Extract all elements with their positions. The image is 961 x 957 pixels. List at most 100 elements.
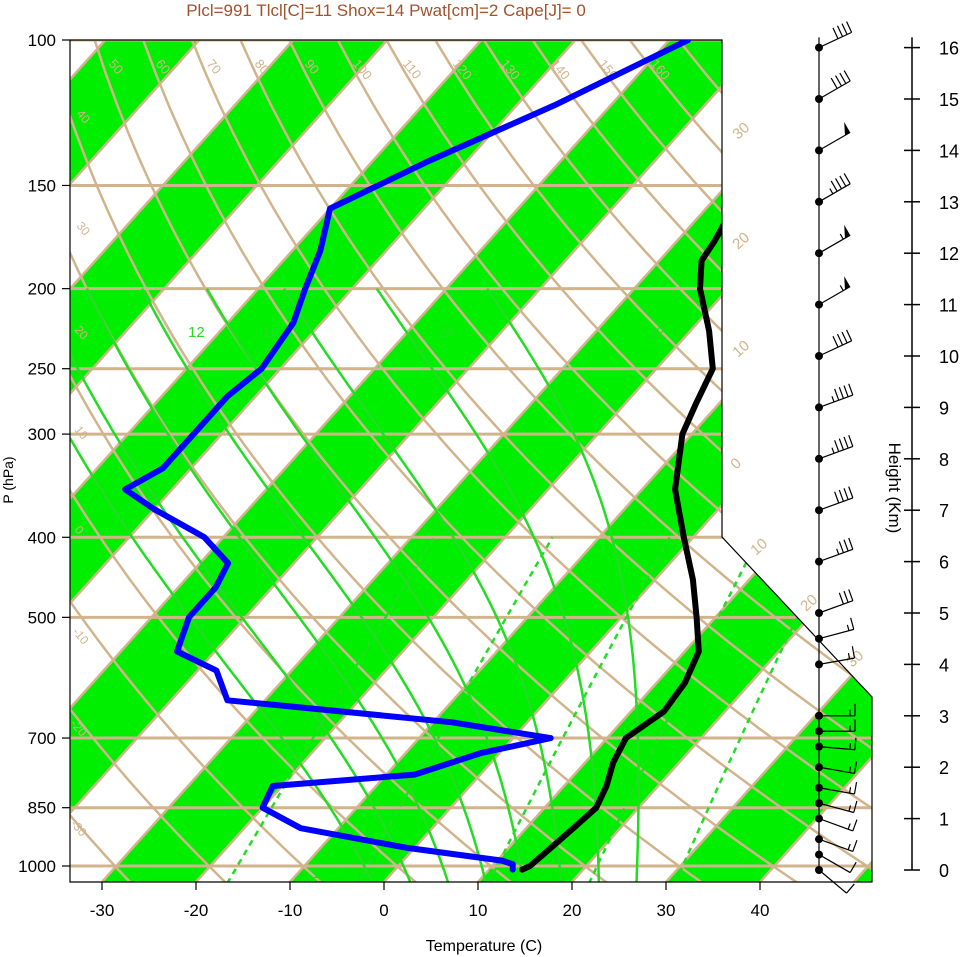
height-tick-label: 7 <box>939 501 949 521</box>
isobar-lines <box>70 40 872 868</box>
wind-barb-feather <box>834 388 840 401</box>
isotherm-band <box>290 40 872 882</box>
wind-barb-half-feather <box>847 653 851 660</box>
pressure-tick-label: 500 <box>28 608 56 627</box>
wind-barb-feather <box>848 486 854 499</box>
isotherm-line <box>70 40 389 882</box>
isotherm-line <box>571 40 872 882</box>
isotherm-line <box>665 40 872 882</box>
mixing-ratio-label: 3 <box>360 866 367 881</box>
wind-barb-feather <box>846 329 853 342</box>
wind-barb-staff <box>818 445 854 460</box>
wind-barb-feather <box>843 539 849 552</box>
temperature-tick-label: -10 <box>278 901 303 920</box>
isotherm-band <box>70 40 764 882</box>
dry-adiabat-line <box>70 40 228 882</box>
wind-barb-half-feather <box>847 843 851 850</box>
wind-barb-half-feather <box>848 766 852 773</box>
wind-barb-column <box>815 21 858 894</box>
temperature-tick-label: 30 <box>657 901 676 920</box>
dry-adiabat-line <box>70 40 419 882</box>
height-tick-label: 9 <box>939 398 949 418</box>
isotherm-line <box>70 40 483 882</box>
wind-barb-feather <box>853 761 858 774</box>
height-tick-label: 14 <box>939 141 959 161</box>
dry-adiabat-line <box>288 40 872 882</box>
isotherm-label: 10 <box>729 337 753 361</box>
pressure-tick-label: 700 <box>28 729 56 748</box>
dry-adiabat-label: 110 <box>400 56 425 82</box>
isotherm-line <box>70 40 295 882</box>
wind-barb-feather <box>848 537 854 550</box>
wind-barb-feather <box>848 435 854 447</box>
wind-barb-staff <box>818 286 851 306</box>
wind-barb-feather <box>834 178 843 190</box>
wind-barb-feather <box>843 385 849 398</box>
wind-barb-feather <box>853 800 858 813</box>
wind-barb-flag <box>844 276 851 290</box>
wind-barb-feather <box>854 737 857 750</box>
height-tick-label: 1 <box>939 810 949 830</box>
wind-barb-flag <box>844 224 851 239</box>
wind-barb-staff <box>818 628 854 640</box>
sounding-profiles <box>122 40 833 873</box>
wind-barb-feather <box>852 839 858 852</box>
temperature-tick-label: -20 <box>184 901 209 920</box>
height-tick-label: 10 <box>939 347 959 367</box>
wind-barb-feather <box>843 70 851 82</box>
wind-barb-feather <box>832 335 839 348</box>
wind-barb-feather <box>841 23 848 35</box>
wind-barb-feather <box>843 436 849 449</box>
wind-barb-staff <box>818 131 851 151</box>
moist-adiabat-label: 24 <box>438 324 455 341</box>
isotherm-line <box>70 40 201 882</box>
pressure-tick-label: 400 <box>28 528 56 547</box>
wind-barb-half-feather <box>831 447 835 454</box>
wind-barb-flag <box>844 122 851 136</box>
pressure-tick-label: 850 <box>28 799 56 818</box>
mixing-ratio-label: 1 <box>312 866 319 881</box>
wind-barb-staff <box>818 234 851 254</box>
plot-frame <box>69 39 873 883</box>
isotherm-line <box>948 40 961 882</box>
wind-barb-feather <box>841 331 848 344</box>
dry-adiabat-line <box>336 40 872 882</box>
wind-barb-feather <box>851 646 856 659</box>
height-tick-label: 11 <box>939 296 958 316</box>
wind-barb-feather <box>839 175 847 187</box>
isotherm-label: 0 <box>727 455 745 473</box>
y-axis-label: P (hPa) <box>0 456 16 503</box>
wind-barb-staff <box>818 818 854 832</box>
height-tick-label: 3 <box>939 707 949 727</box>
moist-adiabat-line <box>85 288 450 882</box>
isotherm-line <box>70 40 577 882</box>
wind-barb-half-feather <box>839 233 844 240</box>
moist-adiabat-label: 16 <box>262 324 279 341</box>
wind-barb-feather <box>836 25 844 37</box>
wind-barb-half-feather <box>831 396 835 403</box>
isotherm-line <box>70 40 671 882</box>
wind-barb-staff <box>818 766 855 775</box>
wind-barb-feather <box>843 488 849 500</box>
height-tick-label: 16 <box>939 39 959 59</box>
wind-barb-half-feather <box>848 787 852 794</box>
wind-barb-half-feather <box>836 548 840 555</box>
dry-adiabat-line <box>70 40 133 882</box>
temperature-tick-label: 20 <box>563 901 582 920</box>
dry-adiabat-line <box>385 40 872 882</box>
mixing-ratio-line <box>673 536 837 882</box>
wind-barb-half-feather <box>847 823 851 830</box>
wind-barb-feather <box>834 440 840 452</box>
wind-barb-feather <box>832 27 839 39</box>
mixing-ratio-label: 8 <box>488 866 495 881</box>
wind-barb-half-feather <box>846 624 850 631</box>
wind-barb-half-feather <box>839 285 844 291</box>
wind-barb-staff <box>818 548 854 563</box>
height-tick-label: 5 <box>939 604 949 624</box>
dry-adiabat-label: 10 <box>72 423 92 442</box>
mixing-ratio-line <box>226 536 436 882</box>
wind-barb-staff <box>818 600 854 614</box>
dry-adiabat-line <box>70 40 705 882</box>
